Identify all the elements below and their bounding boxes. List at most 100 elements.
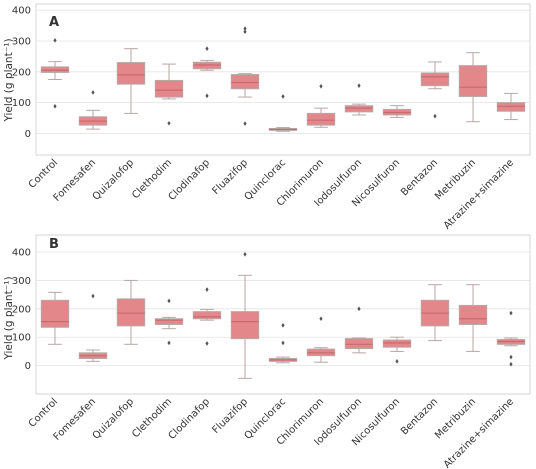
- y-axis-label: Yield (g plant⁻¹): [3, 38, 15, 122]
- y-tick-label: 200: [12, 67, 31, 78]
- y-tick-label: 0: [25, 129, 31, 140]
- box-iqr: [458, 65, 488, 97]
- outlier-point: [243, 29, 247, 35]
- box-iqr: [420, 72, 450, 87]
- panel-a: 0 100 200 300 400 ControlFomesafenQuizalofop…: [3, 3, 531, 232]
- box-iodosulfuron: [344, 83, 374, 116]
- box-quinclorac: [268, 322, 298, 364]
- box-control: [40, 38, 70, 109]
- y-tick-label: 300: [12, 36, 31, 47]
- box-fluazifop: [230, 252, 260, 379]
- outlier-point: [281, 322, 285, 328]
- box-fomesafen: [78, 90, 108, 130]
- outlier-point: [243, 252, 247, 257]
- box-iqr: [230, 311, 260, 340]
- box-clodinafop: [192, 46, 222, 99]
- outlier-point: [319, 83, 323, 89]
- box-iqr: [40, 66, 70, 73]
- outlier-point: [319, 316, 323, 322]
- outlier-point: [357, 83, 361, 88]
- box-iqr: [192, 311, 222, 320]
- x-tick-label: Clodinafop: [167, 396, 213, 442]
- y-tick-labels: 0 100 200 300 400: [12, 248, 31, 373]
- outlier-point: [53, 104, 57, 109]
- box-iodosulfuron: [344, 306, 374, 354]
- outlier-point: [167, 120, 171, 126]
- box-iqr: [154, 318, 184, 325]
- box-clethodim: [154, 63, 184, 126]
- plot-background: [35, 234, 531, 395]
- outlier-point: [167, 340, 171, 346]
- boxes: [40, 26, 526, 132]
- box-bentazon: [420, 61, 450, 119]
- y-axis-label: Yield (g plant⁻¹): [3, 276, 15, 360]
- x-tick-label: Control: [27, 396, 60, 429]
- x-tick-labels: ControlFomesafenQuizalofopClethodimClodi…: [27, 157, 516, 231]
- boxes: [40, 252, 526, 379]
- x-tick-label: Quizalofop: [91, 157, 136, 202]
- x-tick-label: Bentazon: [399, 396, 440, 437]
- x-tick-label: Bentazon: [399, 157, 440, 198]
- panel-b: 0 100 200 300 400 ControlFomesafenQuizalofop…: [3, 234, 531, 469]
- box-iqr: [344, 105, 374, 113]
- outlier-point: [357, 306, 361, 312]
- outlier-point: [509, 354, 513, 360]
- box-quizalofop: [116, 279, 146, 345]
- box-chlorimuron: [306, 316, 336, 363]
- box-fomesafen: [78, 293, 108, 362]
- box-iqr: [40, 299, 70, 328]
- box-control: [40, 291, 70, 345]
- outlier-point: [395, 359, 399, 364]
- outlier-point: [53, 38, 57, 43]
- y-tick-label: 400: [12, 248, 31, 259]
- y-tick-label: 200: [12, 304, 31, 315]
- box-nicosulfuron: [382, 336, 412, 364]
- outlier-point: [91, 293, 95, 299]
- x-tick-label: Clodinafop: [167, 157, 213, 203]
- outlier-point: [509, 361, 513, 367]
- x-tick-label: Fluazifop: [211, 396, 251, 436]
- box-fluazifop: [230, 26, 260, 126]
- outlier-point: [205, 93, 209, 99]
- x-tick-labels: ControlFomesafenQuizalofopClethodimClodi…: [27, 396, 516, 469]
- outlier-point: [167, 298, 171, 304]
- box-iqr: [344, 338, 374, 350]
- box-clethodim: [154, 298, 184, 346]
- box-nicosulfuron: [382, 105, 412, 118]
- box-iqr: [116, 62, 146, 85]
- outlier-point: [205, 287, 209, 292]
- y-tick-label: 300: [12, 276, 31, 287]
- panel-label: A: [49, 15, 59, 30]
- box-iqr: [496, 102, 526, 112]
- box-iqr: [458, 304, 488, 325]
- outlier-point: [281, 340, 285, 346]
- box-atrazine-simazine: [496, 92, 526, 121]
- x-tick-label: Fluazifop: [211, 157, 251, 197]
- outlier-point: [205, 341, 209, 346]
- box-iqr: [230, 74, 260, 90]
- x-tick-label: Control: [27, 157, 60, 190]
- y-tick-label: 100: [12, 98, 31, 109]
- outlier-point: [243, 26, 247, 31]
- y-tick-label: 100: [12, 333, 31, 344]
- box-quizalofop: [116, 48, 146, 114]
- box-metribuzin: [458, 52, 488, 123]
- outlier-point: [243, 121, 247, 126]
- box-quinclorac: [268, 94, 298, 132]
- box-atrazine-simazine: [496, 310, 526, 367]
- box-iqr: [154, 79, 184, 98]
- box-iqr: [306, 112, 336, 126]
- box-chlorimuron: [306, 83, 336, 128]
- outlier-point: [509, 310, 513, 316]
- outlier-point: [91, 90, 95, 95]
- box-clodinafop: [192, 287, 222, 346]
- y-tick-label: 0: [25, 361, 31, 372]
- y-tick-label: 400: [12, 6, 31, 17]
- y-tick-labels: 0 100 200 300 400: [12, 6, 31, 140]
- outlier-point: [205, 46, 209, 51]
- box-metribuzin: [458, 284, 488, 352]
- x-tick-label: Quizalofop: [91, 396, 136, 441]
- plot-background: [35, 3, 531, 156]
- panel-label: B: [49, 237, 59, 252]
